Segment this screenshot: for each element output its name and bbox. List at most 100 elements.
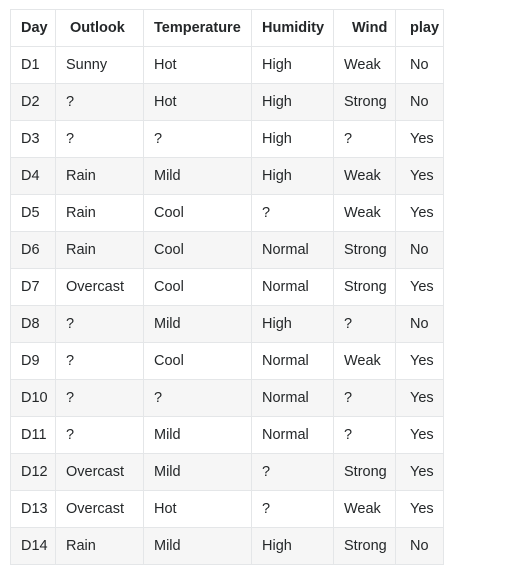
cell-wind: Strong [333, 453, 396, 491]
cell-wind: ? [333, 379, 396, 417]
cell-outlook: Rain [55, 231, 144, 269]
cell-play: Yes [395, 490, 444, 528]
cell-temperature: Hot [143, 490, 252, 528]
cell-play: No [395, 46, 444, 84]
cell-outlook: ? [55, 416, 144, 454]
cell-humidity: High [251, 527, 334, 565]
cell-day: D6 [10, 231, 56, 269]
cell-play: Yes [395, 194, 444, 232]
table-row: D13 Overcast Hot? Weak Yes [10, 490, 444, 528]
cell-temperature: Hot [143, 46, 252, 84]
cell-day: D1 [10, 46, 56, 84]
header-day: Day [10, 9, 56, 47]
table-row: D8? Mild High? No [10, 305, 444, 343]
cell-day: D7 [10, 268, 56, 306]
table-row: D10?? Normal? Yes [10, 379, 444, 417]
cell-wind: Weak [333, 342, 396, 380]
cell-humidity: ? [251, 194, 334, 232]
cell-outlook: Overcast [55, 453, 144, 491]
table-row: D1 Sunny Hot High Weak No [10, 46, 444, 84]
cell-outlook: Overcast [55, 268, 144, 306]
cell-humidity: High [251, 120, 334, 158]
cell-temperature: Mild [143, 416, 252, 454]
weather-play-table: Day Outlook Temperature Humidity Wind pl… [10, 9, 444, 565]
cell-outlook: Rain [55, 527, 144, 565]
cell-humidity: ? [251, 453, 334, 491]
cell-temperature: Cool [143, 231, 252, 269]
cell-humidity: ? [251, 490, 334, 528]
cell-temperature: Cool [143, 268, 252, 306]
cell-day: D11 [10, 416, 56, 454]
cell-day: D3 [10, 120, 56, 158]
cell-outlook: ? [55, 305, 144, 343]
cell-wind: ? [333, 305, 396, 343]
cell-outlook: Overcast [55, 490, 144, 528]
cell-day: D5 [10, 194, 56, 232]
cell-wind: Weak [333, 46, 396, 84]
cell-play: Yes [395, 379, 444, 417]
cell-play: Yes [395, 342, 444, 380]
table-header: Day Outlook Temperature Humidity Wind pl… [10, 9, 444, 47]
header-play: play [395, 9, 444, 47]
table-row: D4 Rain Mild High Weak Yes [10, 157, 444, 195]
cell-play: No [395, 527, 444, 565]
cell-wind: Strong [333, 83, 396, 121]
cell-humidity: High [251, 157, 334, 195]
table-row: D14 Rain Mild High Strong No [10, 527, 444, 565]
cell-day: D13 [10, 490, 56, 528]
header-row: Day Outlook Temperature Humidity Wind pl… [10, 9, 444, 47]
cell-day: D8 [10, 305, 56, 343]
cell-humidity: Normal [251, 268, 334, 306]
cell-humidity: High [251, 83, 334, 121]
cell-humidity: Normal [251, 342, 334, 380]
cell-day: D2 [10, 83, 56, 121]
cell-day: D10 [10, 379, 56, 417]
cell-temperature: Mild [143, 453, 252, 491]
table-body: D1 Sunny Hot High Weak No D2? Hot High Strong No D3… [10, 46, 444, 565]
cell-wind: Weak [333, 157, 396, 195]
cell-play: No [395, 83, 444, 121]
cell-wind: Strong [333, 231, 396, 269]
cell-humidity: Normal [251, 416, 334, 454]
cell-outlook: ? [55, 83, 144, 121]
cell-wind: Weak [333, 490, 396, 528]
header-humidity: Humidity [251, 9, 334, 47]
cell-wind: ? [333, 416, 396, 454]
cell-outlook: Rain [55, 194, 144, 232]
cell-temperature: ? [143, 120, 252, 158]
cell-day: D14 [10, 527, 56, 565]
cell-humidity: High [251, 46, 334, 84]
table-row: D5 Rain Cool? Weak Yes [10, 194, 444, 232]
cell-play: Yes [395, 416, 444, 454]
cell-wind: Strong [333, 268, 396, 306]
table-row: D6 Rain Cool Normal Strong No [10, 231, 444, 269]
cell-temperature: Cool [143, 194, 252, 232]
cell-temperature: ? [143, 379, 252, 417]
cell-wind: ? [333, 120, 396, 158]
cell-play: Yes [395, 120, 444, 158]
table-row: D7 Overcast Cool Normal Strong Yes [10, 268, 444, 306]
data-table-container: Day Outlook Temperature Humidity Wind pl… [10, 9, 444, 565]
table-row: D2? Hot High Strong No [10, 83, 444, 121]
table-row: D9? Cool Normal Weak Yes [10, 342, 444, 380]
cell-day: D12 [10, 453, 56, 491]
header-wind: Wind [333, 9, 396, 47]
cell-play: No [395, 231, 444, 269]
cell-humidity: Normal [251, 379, 334, 417]
cell-day: D9 [10, 342, 56, 380]
cell-play: Yes [395, 157, 444, 195]
cell-wind: Strong [333, 527, 396, 565]
header-outlook: Outlook [55, 9, 144, 47]
cell-temperature: Mild [143, 527, 252, 565]
cell-day: D4 [10, 157, 56, 195]
cell-temperature: Cool [143, 342, 252, 380]
cell-wind: Weak [333, 194, 396, 232]
cell-play: No [395, 305, 444, 343]
header-temperature: Temperature [143, 9, 252, 47]
cell-outlook: ? [55, 342, 144, 380]
cell-play: Yes [395, 453, 444, 491]
cell-outlook: ? [55, 379, 144, 417]
cell-outlook: Sunny [55, 46, 144, 84]
table-row: D12 Overcast Mild? Strong Yes [10, 453, 444, 491]
cell-temperature: Mild [143, 305, 252, 343]
